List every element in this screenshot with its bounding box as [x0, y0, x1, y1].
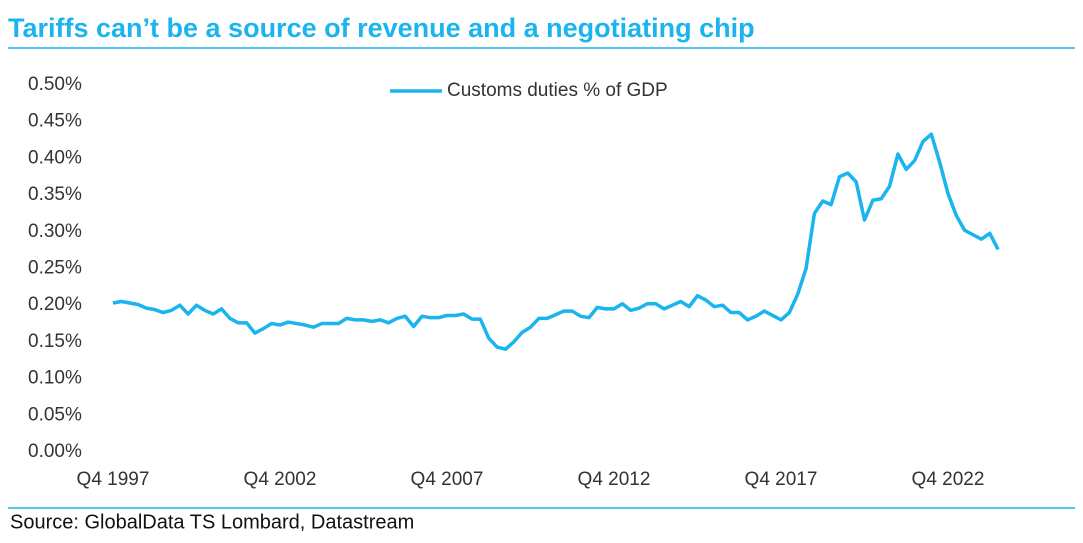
y-tick-label: 0.30%	[28, 221, 82, 242]
y-tick-label: 0.50%	[28, 74, 82, 95]
y-tick-label: 0.45%	[28, 111, 82, 132]
y-tick-label: 0.25%	[28, 258, 82, 279]
y-tick-label: 0.00%	[28, 441, 82, 462]
chart-title: Tariffs can’t be a source of revenue and…	[8, 13, 755, 43]
legend-label: Customs duties % of GDP	[447, 80, 668, 101]
y-tick-label: 0.10%	[28, 368, 82, 389]
y-tick-label: 0.35%	[28, 184, 82, 205]
y-tick-label: 0.20%	[28, 294, 82, 315]
x-tick-label: Q4 2017	[745, 469, 818, 490]
y-tick-label: 0.15%	[28, 331, 82, 352]
x-tick-label: Q4 2012	[578, 469, 651, 490]
y-tick-label: 0.40%	[28, 147, 82, 168]
y-tick-label: 0.05%	[28, 404, 82, 425]
source: Source: GlobalData TS Lombard, Datastrea…	[10, 511, 414, 533]
x-tick-label: Q4 2002	[244, 469, 317, 490]
x-tick-label: Q4 2007	[411, 469, 484, 490]
x-tick-label: Q4 2022	[912, 469, 985, 490]
x-tick-label: Q4 1997	[77, 469, 150, 490]
line-series	[112, 132, 1000, 351]
